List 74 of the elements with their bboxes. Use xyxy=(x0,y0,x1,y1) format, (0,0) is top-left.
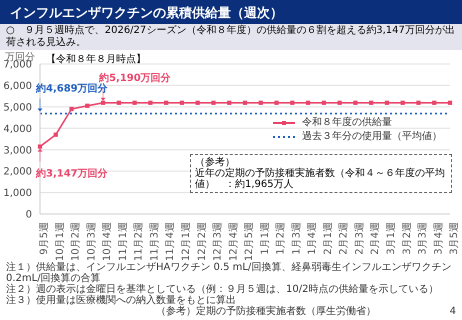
point xyxy=(432,100,436,105)
chart-title: インフルエンザワクチンの累積供給量（週次） xyxy=(0,0,462,24)
point xyxy=(116,100,121,105)
x-tick-label: 1月3週 xyxy=(291,222,302,255)
point xyxy=(448,100,452,105)
point xyxy=(353,100,358,105)
legend-label: 過去３年分の使用量（平均値） xyxy=(302,130,442,144)
point xyxy=(369,100,374,105)
x-tick-label: 10月4週 xyxy=(102,222,114,262)
annotation: 約4,689万回分 xyxy=(35,82,109,95)
point xyxy=(384,100,390,105)
x-tick-label: 1月4週 xyxy=(307,222,318,255)
point xyxy=(148,100,153,105)
text: （参考）定期の予防接種実施者数（厚生労働省） xyxy=(156,306,376,317)
x-tick-label: 9月5週 xyxy=(39,222,50,255)
annotation: （参考） xyxy=(195,157,235,168)
point xyxy=(211,100,216,105)
point xyxy=(258,100,263,105)
y-tick-label: 2,000 xyxy=(3,166,32,178)
x-tick-label: 10月2週 xyxy=(70,222,82,262)
y-tick-label: 0 xyxy=(26,210,32,221)
x-tick-label: 1月2週 xyxy=(276,222,287,255)
x-tick-label: 12月3週 xyxy=(212,222,224,262)
x-tick-label: 2月1週 xyxy=(322,222,334,255)
point xyxy=(337,100,342,105)
x-tick-label: 11月1週 xyxy=(118,222,129,262)
point xyxy=(306,100,310,105)
point xyxy=(132,100,137,105)
y-tick-label: 5,000 xyxy=(3,102,32,114)
point xyxy=(242,100,248,105)
point xyxy=(164,100,168,105)
point xyxy=(100,100,106,105)
x-tick-label: 3月4週 xyxy=(433,222,444,255)
x-tick-label: 11月4週 xyxy=(165,222,176,262)
y-tick-label: 3,000 xyxy=(3,145,32,156)
point xyxy=(180,100,184,105)
point xyxy=(322,100,326,105)
y-tick-label: 1,000 xyxy=(3,188,32,200)
x-tick-label: 11月2週 xyxy=(134,222,145,262)
x-tick-label: 12月2週 xyxy=(196,222,208,262)
point xyxy=(290,100,294,105)
point xyxy=(196,100,200,105)
x-tick-label: 1月1週 xyxy=(260,222,271,255)
x-tick-label: 12月1週 xyxy=(181,222,192,262)
x-tick-label: 10月1週 xyxy=(54,222,66,262)
annotation: 近年の定期の予防接種実施者数（令和４～６年度の平均値） ：約1,965万人 xyxy=(195,168,446,190)
text: 注１）供給量は、インフルエンザHAワクチン 0.5 mL/回換算、経鼻弱毒生インフルエンザワクチン 0.2mL/回換算の合算 xyxy=(6,262,452,284)
x-tick-label: 11月3週 xyxy=(149,222,160,262)
x-tick-label: 3月5週 xyxy=(449,222,460,255)
annotation: 約5,190万回分 xyxy=(98,72,172,84)
point xyxy=(85,104,90,108)
x-tick-label: 12月4週 xyxy=(228,222,240,262)
legend-label: 令和８年度の供給量 xyxy=(302,116,392,130)
chart-subtitle: ○ ９月５週時点で、2026/27シーズン（令和８年度）の供給量の６割を超える約3,147万回分が出荷される見込み。 xyxy=(0,24,462,50)
x-tick-label: 2月2週 xyxy=(338,222,350,255)
point xyxy=(54,132,58,137)
x-tick-label: 10月3週 xyxy=(86,222,98,262)
y-tick-label: 6,000 xyxy=(3,80,32,92)
text: 4 xyxy=(450,306,456,317)
x-tick-label: 3月2週 xyxy=(402,222,413,255)
y-tick-label: 4,000 xyxy=(3,124,32,135)
point xyxy=(227,100,232,105)
text: 注３）使用量は医療機関への納入数量をもとに算出 xyxy=(6,295,236,306)
x-tick-label: 3月3週 xyxy=(418,222,429,255)
x-tick-label: 2月4週 xyxy=(370,222,382,255)
text: 注２）週の表示は金曜日を基準としている（例：９月５週は、10/2時点の供給量を示している） xyxy=(6,284,440,295)
x-tick-label: 2月3週 xyxy=(354,222,366,255)
annotation: 約3,147万回分 xyxy=(35,168,109,180)
x-tick-label: 12月5週 xyxy=(244,222,256,262)
point xyxy=(416,100,421,105)
x-tick-label: 3月1週 xyxy=(386,222,398,255)
point xyxy=(400,100,405,105)
annotation: 【令和８年８月時点】 xyxy=(46,52,146,66)
point xyxy=(274,100,279,105)
